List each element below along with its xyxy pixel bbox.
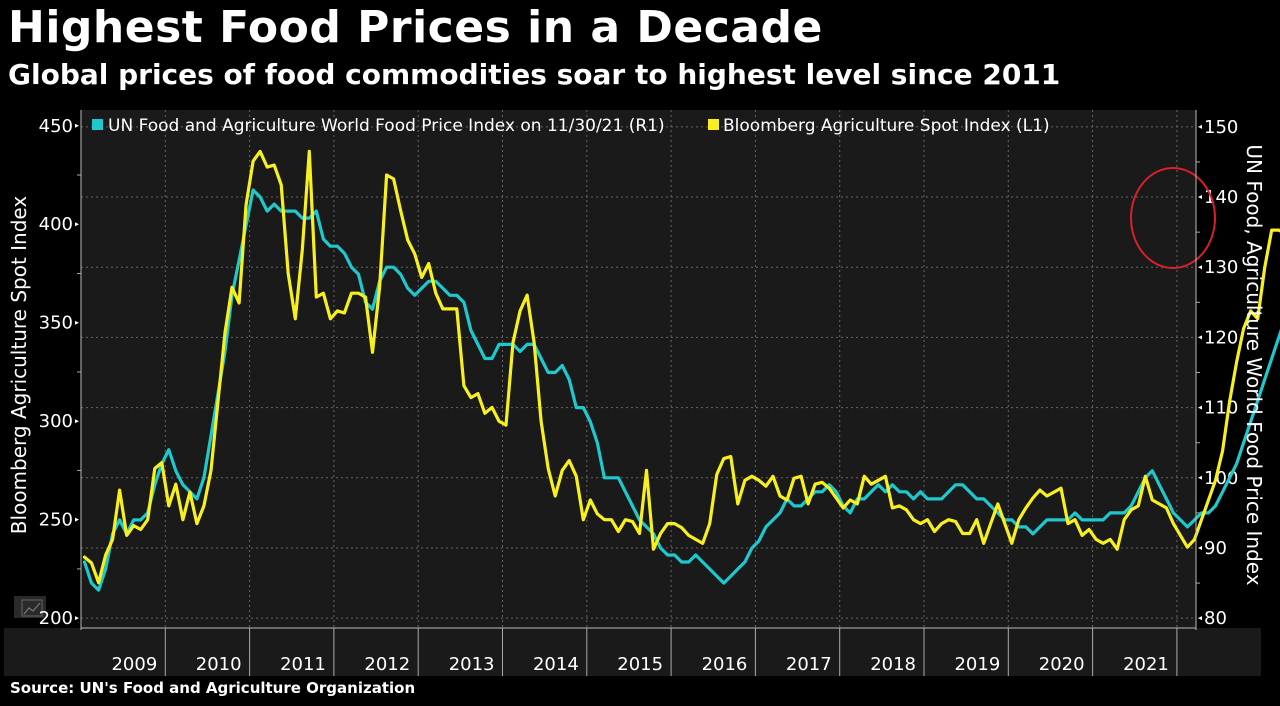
- x-tick-label: 2020: [1039, 654, 1085, 675]
- x-tick-label: 2011: [280, 654, 326, 675]
- y-right-tick-mark: [1198, 265, 1202, 270]
- y-right-tick-mark: [1198, 475, 1202, 480]
- y-left-tick-mark: [75, 517, 79, 522]
- x-tick-label: 2017: [786, 654, 832, 675]
- y-left-tick-mark: [75, 222, 79, 227]
- source-note: Source: UN's Food and Agriculture Organi…: [10, 679, 416, 697]
- x-tick-label: 2010: [196, 654, 242, 675]
- y-right-tick-label: 80: [1204, 608, 1227, 629]
- x-tick-label: 2018: [870, 654, 916, 675]
- y-right-tick-mark: [1198, 335, 1202, 340]
- y-right-tick-label: 130: [1204, 257, 1238, 278]
- y-right-tick-mark: [1198, 545, 1202, 550]
- x-axis-band: [4, 628, 1261, 676]
- y-left-tick-label: 200: [39, 608, 73, 629]
- x-axis: 2009 2010 2011 2012 2013 2014 2015 2016 2017 2018…: [111, 628, 1178, 676]
- y-right-tick-label: 90: [1204, 538, 1227, 559]
- y-left-tick-mark: [75, 123, 79, 128]
- legend-swatch-un: [92, 119, 103, 130]
- y-left-tick-label: 350: [39, 313, 73, 334]
- y-left-tick-mark: [75, 419, 79, 424]
- line-chart-glyph-icon: [23, 602, 41, 615]
- x-tick-label: 2014: [533, 654, 579, 675]
- series-line-un-food-price-index: [82, 188, 1280, 592]
- x-tick-label: 2012: [364, 654, 410, 675]
- y-axis-left: 200 250 300 350 400 450: [39, 116, 81, 629]
- chart: 2009 2010 2011 2012 2013 2014 2015 2016 2017 2018…: [4, 110, 1280, 676]
- grid: [81, 110, 1196, 628]
- y-right-tick-label: 110: [1204, 398, 1238, 419]
- y-right-tick-mark: [1198, 616, 1202, 621]
- highlight-circle-annotation: [1130, 167, 1216, 269]
- y-right-tick-mark: [1198, 195, 1202, 200]
- chart-type-icon-frame: [21, 599, 43, 617]
- y-right-tick-label: 120: [1204, 327, 1238, 348]
- y-axis-right: 80 90 100 110 120 130 140 150: [1196, 117, 1238, 629]
- y-right-tick-label: 140: [1204, 187, 1238, 208]
- x-tick-label: 2016: [702, 654, 748, 675]
- y-right-tick-mark: [1198, 124, 1202, 129]
- y-left-tick-mark: [75, 320, 79, 325]
- chart-subtitle: Global prices of food commodities soar t…: [8, 58, 1061, 91]
- y-left-tick-label: 450: [39, 116, 73, 137]
- legend-label-bloomberg: Bloomberg Agriculture Spot Index (L1): [723, 116, 1050, 136]
- y-right-tick-label: 100: [1204, 468, 1238, 489]
- y-left-tick-label: 300: [39, 411, 73, 432]
- y-left-tick-mark: [75, 616, 79, 621]
- legend: UN Food and Agriculture World Food Price…: [92, 116, 1050, 136]
- legend-swatch-bloomberg: [708, 119, 719, 130]
- series-line-bloomberg-agriculture-spot: [82, 149, 1280, 585]
- legend-label-un: UN Food and Agriculture World Food Price…: [108, 116, 665, 136]
- x-tick-label: 2021: [1123, 654, 1169, 675]
- x-tick-label: 2013: [449, 654, 495, 675]
- x-tick-label: 2015: [617, 654, 663, 675]
- chart-title: Highest Food Prices in a Decade: [8, 2, 823, 53]
- series-group: [82, 149, 1280, 592]
- y-right-tick-mark: [1198, 405, 1202, 410]
- x-tick-label: 2019: [954, 654, 1000, 675]
- y-right-tick-label: 150: [1204, 117, 1238, 138]
- y-axis-left-label: Bloomberg Agriculture Spot Index: [7, 196, 31, 535]
- x-tick-label: 2009: [111, 654, 157, 675]
- y-axis-right-label: UN Food, Agriculture World Food Price In…: [1242, 144, 1266, 585]
- y-left-tick-label: 250: [39, 510, 73, 531]
- y-left-tick-label: 400: [39, 214, 73, 235]
